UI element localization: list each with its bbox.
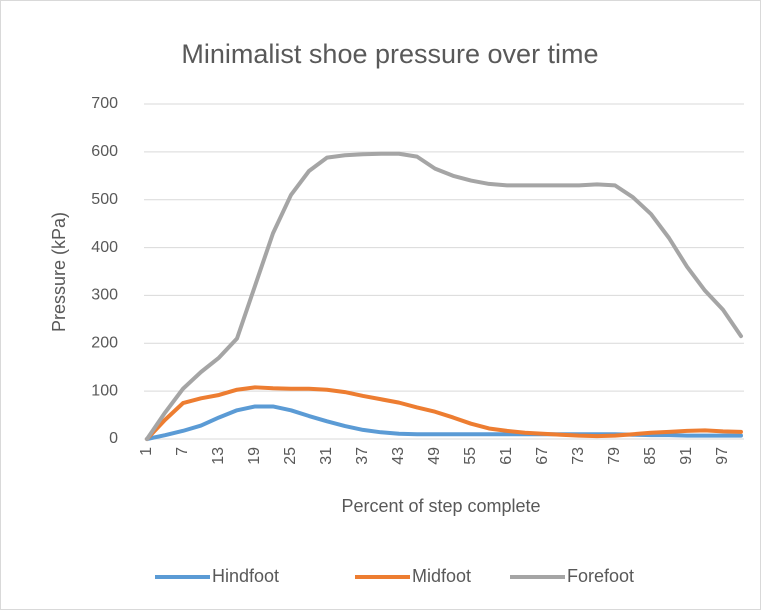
legend-label: Midfoot	[412, 566, 471, 586]
x-tick-label: 73	[570, 447, 587, 465]
x-tick-label: 7	[174, 447, 191, 456]
y-tick-label: 700	[91, 95, 118, 112]
x-tick-label: 79	[606, 447, 623, 465]
y-axis-title: Pressure (kPa)	[49, 212, 69, 332]
series-line	[145, 151, 743, 441]
x-tick-label: 25	[282, 447, 299, 465]
x-tick-label: 19	[246, 447, 263, 465]
x-tick-label: 55	[462, 447, 479, 465]
y-tick-label: 0	[109, 430, 118, 447]
x-tick-label: 61	[498, 447, 515, 465]
y-tick-label: 300	[91, 287, 118, 304]
y-tick-label: 600	[91, 143, 118, 160]
legend-label: Forefoot	[567, 566, 634, 586]
x-tick-label: 67	[534, 447, 551, 465]
x-tick-label: 49	[426, 447, 443, 465]
x-tick-label: 13	[210, 447, 227, 465]
x-tick-label: 91	[678, 447, 695, 465]
x-tick-label: 1	[138, 447, 155, 456]
x-axis-title: Percent of step complete	[341, 496, 540, 516]
x-tick-label: 31	[318, 447, 335, 465]
x-tick-label: 85	[642, 447, 659, 465]
y-tick-label: 500	[91, 191, 118, 208]
y-tick-label: 200	[91, 335, 118, 352]
y-tick-label: 400	[91, 239, 118, 256]
series-line	[145, 385, 743, 441]
y-tick-label: 100	[91, 382, 118, 399]
x-tick-label: 97	[714, 447, 731, 465]
chart-title: Minimalist shoe pressure over time	[181, 39, 598, 69]
legend-label: Hindfoot	[212, 566, 279, 586]
x-tick-label: 43	[390, 447, 407, 465]
x-tick-label: 37	[354, 447, 371, 465]
